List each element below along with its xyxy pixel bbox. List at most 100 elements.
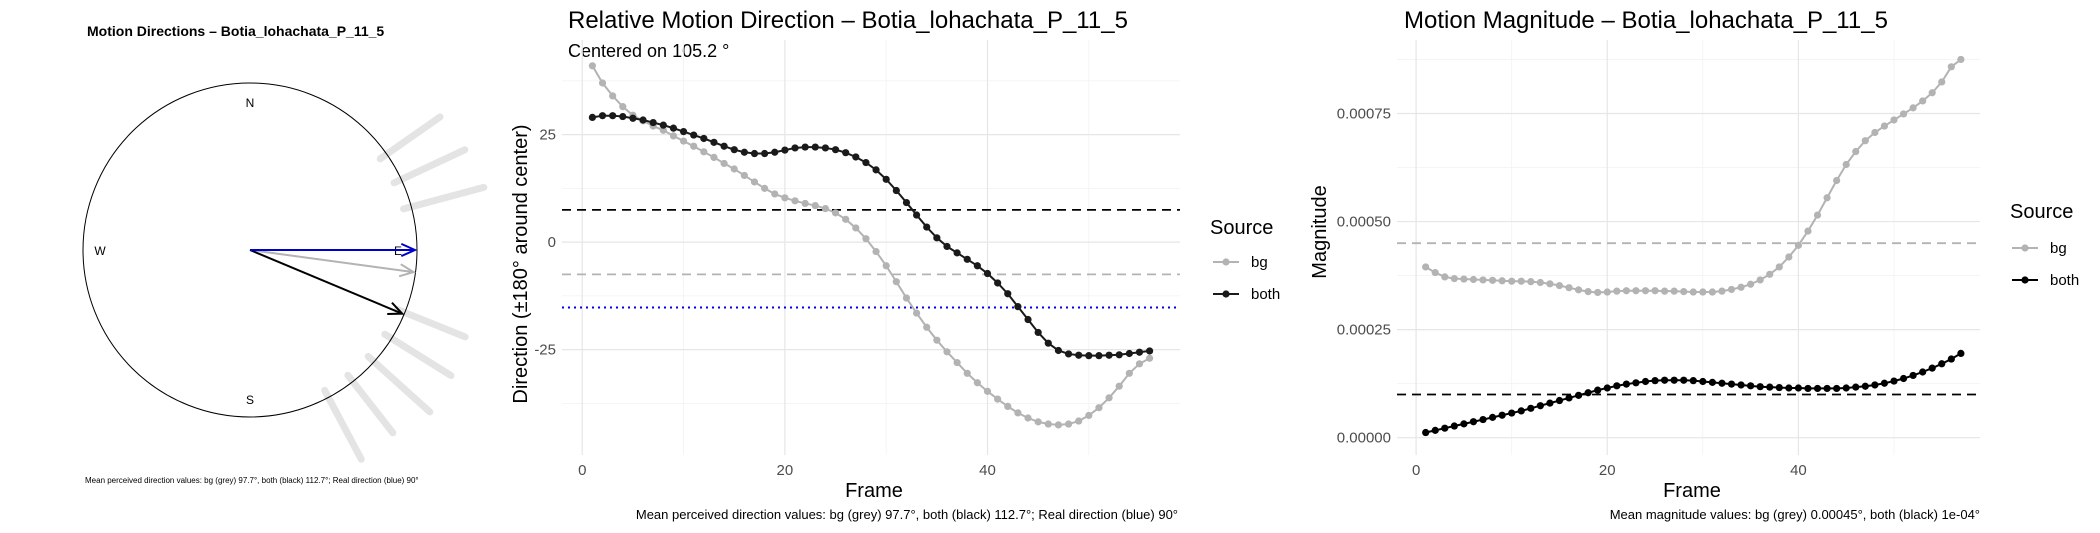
- dir-point-bg: [1014, 409, 1022, 417]
- mag-x-tick-label: 40: [1790, 462, 1807, 479]
- compass-spread-line: [321, 386, 365, 463]
- dir-point-both: [983, 269, 992, 278]
- mag-point-both: [1794, 384, 1803, 392]
- mag-point-both: [1555, 396, 1564, 405]
- dir-point-bg: [609, 92, 617, 100]
- dir-point-bg: [1034, 418, 1042, 426]
- mag-point-both: [1603, 384, 1611, 392]
- dir-point-both: [852, 153, 860, 161]
- dir-point-bg: [710, 153, 718, 162]
- dir-point-both: [862, 158, 870, 167]
- dir-point-both: [943, 242, 951, 251]
- mag-point-both: [1574, 391, 1583, 399]
- dir-point-bg: [1044, 420, 1052, 428]
- mag-point-both: [1766, 383, 1774, 391]
- dir-point-both: [740, 148, 748, 156]
- mag-point-both: [1890, 377, 1898, 385]
- dir-point-both: [1085, 352, 1093, 360]
- dir-legend-label: both: [1251, 286, 1280, 303]
- mag-point-bg: [1727, 285, 1736, 294]
- dir-point-both: [994, 279, 1002, 287]
- mag-point-both: [1431, 426, 1439, 434]
- mag-point-both: [1938, 360, 1946, 368]
- dir-point-bg: [700, 148, 708, 156]
- mag-point-bg: [1441, 273, 1449, 281]
- dir-x-tick-label: 40: [979, 462, 996, 479]
- mag-point-both: [1680, 376, 1688, 384]
- compass-arrow-bg: [249, 249, 416, 278]
- mag-point-both: [1441, 424, 1449, 432]
- dir-series-both: [588, 112, 1154, 360]
- dir-point-both: [659, 121, 667, 129]
- dir-point-both: [609, 112, 617, 120]
- mag-point-bg: [1880, 122, 1889, 130]
- direction-y-axis-title: Direction (±180° around center): [510, 124, 532, 403]
- direction-series: [588, 62, 1154, 429]
- mag-point-bg: [1823, 194, 1831, 202]
- mag-series-bg: [1422, 55, 1965, 297]
- mag-point-both: [1871, 381, 1879, 389]
- compass-spread-lines: [321, 113, 488, 463]
- dir-point-both: [963, 255, 971, 263]
- mag-point-bg: [1852, 147, 1860, 156]
- mag-point-bg: [1957, 55, 1965, 64]
- direction-x-axis-title: Frame: [845, 480, 903, 502]
- dir-point-both: [679, 128, 688, 136]
- dir-point-bg: [862, 235, 870, 243]
- dir-point-bg: [801, 199, 809, 208]
- dir-point-both: [619, 112, 627, 121]
- mag-point-bg: [1909, 104, 1917, 112]
- dir-point-bg: [1024, 414, 1032, 422]
- dir-point-bg: [740, 171, 748, 180]
- direction-reference-lines: [562, 208, 1180, 309]
- mag-point-bg: [1861, 137, 1869, 145]
- dir-point-bg: [842, 215, 850, 223]
- mag-point-both: [1813, 384, 1822, 393]
- mag-legend-entry-bg: bg: [2012, 240, 2067, 257]
- mag-point-both: [1852, 383, 1860, 391]
- mag-point-bg: [1641, 287, 1650, 295]
- dir-point-bg: [882, 262, 890, 270]
- mag-y-tick-label: 0.00050: [1337, 214, 1391, 231]
- mag-point-bg: [1479, 276, 1487, 284]
- dir-point-bg: [1105, 394, 1113, 402]
- dir-point-bg: [730, 165, 738, 173]
- dir-point-bg: [1135, 360, 1144, 368]
- dir-point-bg: [1146, 354, 1154, 362]
- mag-legend-entry-both: both: [2012, 272, 2079, 289]
- dir-series-bg: [588, 62, 1154, 429]
- compass-spread-line: [344, 371, 397, 437]
- compass-spread-line: [376, 113, 444, 163]
- dir-point-both: [1115, 351, 1123, 359]
- compass-spread-line: [390, 146, 469, 187]
- compass-north-label: N: [246, 96, 255, 110]
- compass-spread-line: [381, 330, 455, 380]
- mag-point-bg: [1775, 263, 1783, 271]
- dir-y-tick-label: -25: [534, 342, 556, 359]
- dir-point-both: [1064, 350, 1073, 358]
- mag-point-bg: [1947, 63, 1955, 71]
- mag-point-bg: [1890, 116, 1898, 124]
- dir-point-both: [1034, 328, 1042, 337]
- dir-point-bg: [690, 142, 698, 150]
- compass-title: Motion Directions – Botia_lohachata_P_11…: [87, 23, 384, 39]
- dir-point-bg: [852, 224, 860, 232]
- mag-point-both: [1450, 422, 1458, 430]
- mag-point-bg: [1622, 287, 1630, 295]
- mag-point-both: [1947, 355, 1955, 363]
- mag-point-bg: [1574, 286, 1583, 294]
- mag-point-both: [1661, 376, 1669, 384]
- mag-point-both: [1699, 377, 1707, 386]
- mag-point-both: [1861, 382, 1869, 390]
- dir-point-both: [973, 262, 981, 270]
- mag-point-bg: [1603, 288, 1611, 296]
- mag-point-bg: [1871, 128, 1879, 137]
- dir-point-bg: [1085, 411, 1093, 420]
- mag-point-both: [1651, 377, 1659, 385]
- mag-point-both: [1527, 404, 1535, 412]
- mag-series-both: [1422, 349, 1965, 437]
- dir-point-bg: [679, 137, 688, 145]
- mag-legend-label: both: [2050, 272, 2079, 289]
- dir-point-bg: [963, 369, 971, 377]
- mag-point-both: [1479, 415, 1487, 424]
